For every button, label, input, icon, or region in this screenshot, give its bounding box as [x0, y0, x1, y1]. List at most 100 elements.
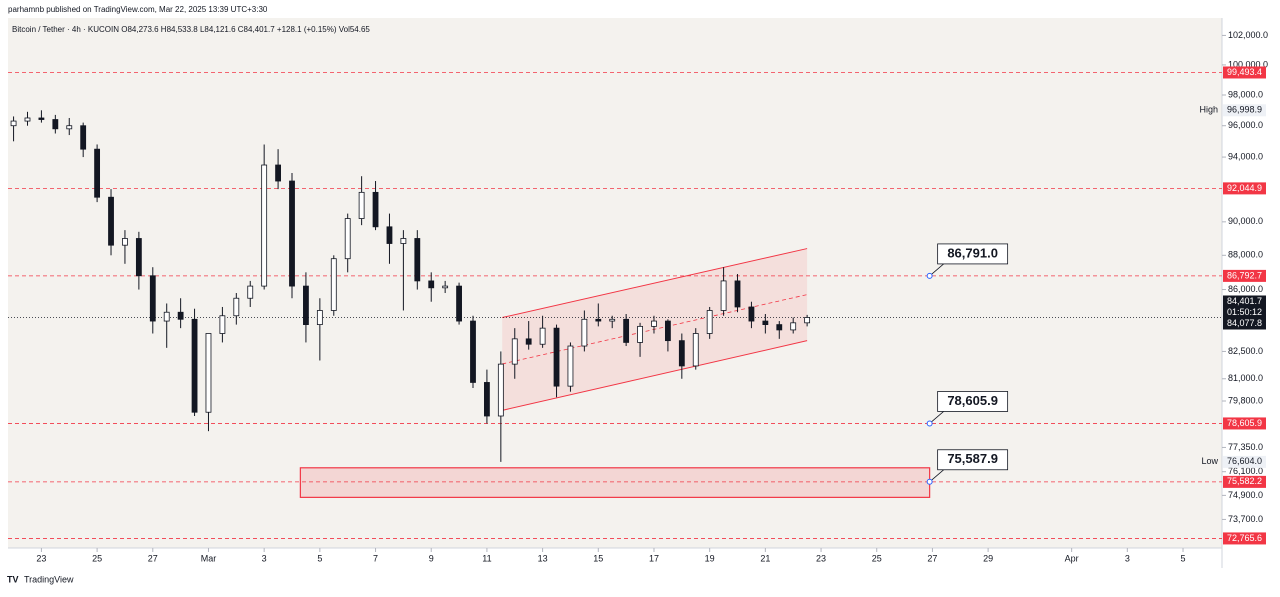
- y-tick-label: 81,000.0: [1228, 373, 1263, 383]
- candle-body: [400, 238, 407, 244]
- level-label: 86,792.7: [1227, 270, 1262, 280]
- x-tick-label: 3: [1125, 553, 1130, 563]
- candle-body: [442, 285, 449, 289]
- x-tick-label: 23: [816, 553, 826, 563]
- candle-body: [386, 226, 393, 244]
- x-tick-label: 17: [649, 553, 659, 563]
- y-tick-label: 90,000.0: [1228, 216, 1263, 226]
- callout-box: [937, 449, 1009, 471]
- candle-body: [261, 164, 268, 287]
- y-tick-label: 102,000.0: [1228, 30, 1268, 40]
- y-tick-label: 82,500.0: [1228, 346, 1263, 356]
- channel-lower: [502, 340, 808, 411]
- brand: TradingView: [24, 574, 74, 584]
- zone: [299, 467, 931, 498]
- candle-body: [80, 125, 87, 150]
- level-label: 75,582.2: [1227, 476, 1262, 486]
- x-tick-label: 29: [983, 553, 993, 563]
- candle-body: [330, 258, 337, 311]
- high-label: 96,998.9: [1227, 105, 1262, 115]
- low-name: Low: [1201, 456, 1218, 466]
- candle-body: [804, 317, 811, 324]
- x-tick-label: 23: [36, 553, 46, 563]
- candle-body: [567, 345, 574, 387]
- candle-body: [205, 333, 212, 413]
- candle-body: [595, 318, 602, 322]
- callout-connector: [929, 469, 944, 483]
- legend: Bitcoin / Tether · 4h · KUCOIN O84,273.6…: [12, 25, 370, 34]
- candle-body: [247, 285, 254, 299]
- level-label: 99,493.4: [1227, 67, 1262, 77]
- candle-body: [776, 324, 783, 331]
- x-tick-label: 15: [593, 553, 603, 563]
- level-label: 92,044.9: [1227, 183, 1262, 193]
- candle-body: [678, 340, 685, 367]
- candle-body: [456, 285, 462, 322]
- countdown: 01:50:12: [1227, 307, 1262, 317]
- x-tick-label: 13: [538, 553, 548, 563]
- candle-body: [414, 238, 421, 282]
- candle-body: [609, 318, 616, 322]
- candle-body: [637, 325, 643, 343]
- candle-body: [219, 315, 226, 334]
- x-tick-label: Mar: [201, 553, 217, 563]
- level-label: 72,765.6: [1227, 533, 1262, 543]
- x-tick-label: Apr: [1065, 553, 1079, 563]
- x-tick-label: 9: [429, 553, 434, 563]
- callout-box: [937, 391, 1009, 412]
- y-tick-label: 88,000.0: [1228, 250, 1263, 260]
- plot-area: [8, 18, 1222, 548]
- candle-body: [706, 310, 713, 334]
- x-tick-label: 25: [92, 553, 102, 563]
- candle-body: [24, 117, 31, 122]
- x-tick-label: 3: [262, 553, 267, 563]
- level-tag: [1223, 269, 1266, 282]
- callout-connector: [929, 411, 944, 424]
- level-tag: [1223, 532, 1266, 545]
- level-label: 78,605.9: [1227, 418, 1262, 428]
- candle-body: [762, 320, 769, 325]
- candle-body: [344, 218, 351, 260]
- y-tick-label: 76,100.0: [1228, 466, 1263, 476]
- candle-body: [720, 280, 727, 311]
- candle-body: [122, 238, 128, 246]
- candle-body: [66, 125, 73, 130]
- logo: TV: [7, 574, 19, 584]
- callout-connector: [929, 263, 944, 277]
- y-tick-label: 100,000.0: [1228, 59, 1268, 69]
- level-tag: [1223, 417, 1266, 430]
- candle-body: [94, 148, 101, 198]
- candle-body: [233, 297, 240, 317]
- candle-body: [428, 280, 435, 289]
- candle-body: [511, 338, 518, 365]
- callout-label: 86,791.0: [947, 245, 998, 260]
- x-tick-label: 11: [482, 553, 491, 563]
- x-tick-label: 27: [927, 553, 937, 563]
- prev-price-label: 84,077.8: [1227, 318, 1262, 328]
- callout-box: [937, 243, 1009, 265]
- candle-body: [275, 164, 281, 182]
- last-price-tag: [1223, 295, 1266, 330]
- x-tick-label: 7: [373, 553, 378, 563]
- y-tick-label: 86,000.0: [1228, 284, 1263, 294]
- x-tick-label: 25: [872, 553, 882, 563]
- candle-body: [539, 327, 546, 345]
- y-tick-label: 98,000.0: [1228, 89, 1263, 99]
- candle-body: [303, 285, 309, 325]
- callout-anchor: [926, 420, 933, 427]
- candle-body: [748, 306, 755, 322]
- x-tick-label: 19: [705, 553, 715, 563]
- candle-body: [692, 333, 699, 367]
- level-tag: [1223, 66, 1266, 79]
- channel-upper: [502, 248, 808, 319]
- candle-body: [316, 310, 323, 325]
- candle-body: [108, 196, 114, 246]
- candle-body: [358, 191, 365, 219]
- candle-body: [470, 320, 476, 383]
- candle-body: [191, 318, 198, 413]
- last-price-label: 84,401.7: [1227, 296, 1262, 306]
- candle-body: [790, 322, 797, 331]
- low-tag: [1223, 455, 1266, 468]
- candle-body: [581, 318, 588, 347]
